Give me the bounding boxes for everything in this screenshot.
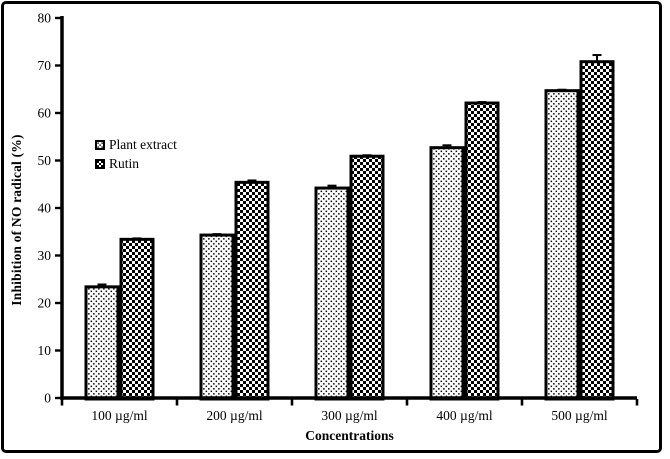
bar-plant-extract-300 [314,186,350,401]
bar-plant-extract-500 [544,89,580,401]
y-axis-tick-label: 10 [38,343,52,358]
y-axis-tick-label: 70 [38,58,52,73]
axes-layer [55,16,639,406]
legend-label-rutin: Rutin [109,156,140,171]
bar-rutin-100 [119,237,155,401]
x-axis-title: Concentrations [305,428,394,443]
x-axis-tick-label: 400 µg/ml [436,408,492,423]
y-axis-tick-label: 80 [38,11,52,26]
bar-plant-extract-200 [199,233,235,401]
error-bars-layer [97,54,602,286]
axis-tick-labels-layer: 0 10 20 30 40 50 60 70 80 100 µg/ml 200 µg/ml 300 µ… [38,11,608,424]
x-axis-tick-label: 300 µg/ml [321,408,377,423]
x-axis-tick-label: 100 µg/ml [91,408,147,423]
y-axis-tick-label: 0 [44,391,51,406]
y-axis-tick-label: 60 [38,106,52,121]
legend-label-plant-extract: Plant extract [109,137,177,152]
y-axis-tick-label: 30 [38,248,52,263]
legend-item-plant-extract: Plant extract [95,138,177,152]
bar-plant-extract-400 [429,146,465,401]
bar-rutin-400 [464,101,500,401]
bars-layer [84,60,615,401]
bar-rutin-300 [349,154,385,401]
x-axis-tick-label: 500 µg/ml [551,408,607,423]
y-axis-tick-label: 40 [38,201,52,216]
y-axis-tick-label: 50 [38,153,52,168]
bar-plant-extract-100 [84,285,120,401]
bar-rutin-200 [234,180,270,401]
legend: Plant extract Rutin [95,138,177,176]
x-axis-tick-label: 200 µg/ml [206,408,262,423]
y-axis-title: Inhibition of NO radical (%) [9,134,24,306]
plant-extract-swatch-icon [95,140,105,150]
legend-item-rutin: Rutin [95,157,177,171]
bar-rutin-500 [579,60,615,401]
rutin-swatch-icon [95,159,105,169]
y-axis-tick-label: 20 [38,296,52,311]
